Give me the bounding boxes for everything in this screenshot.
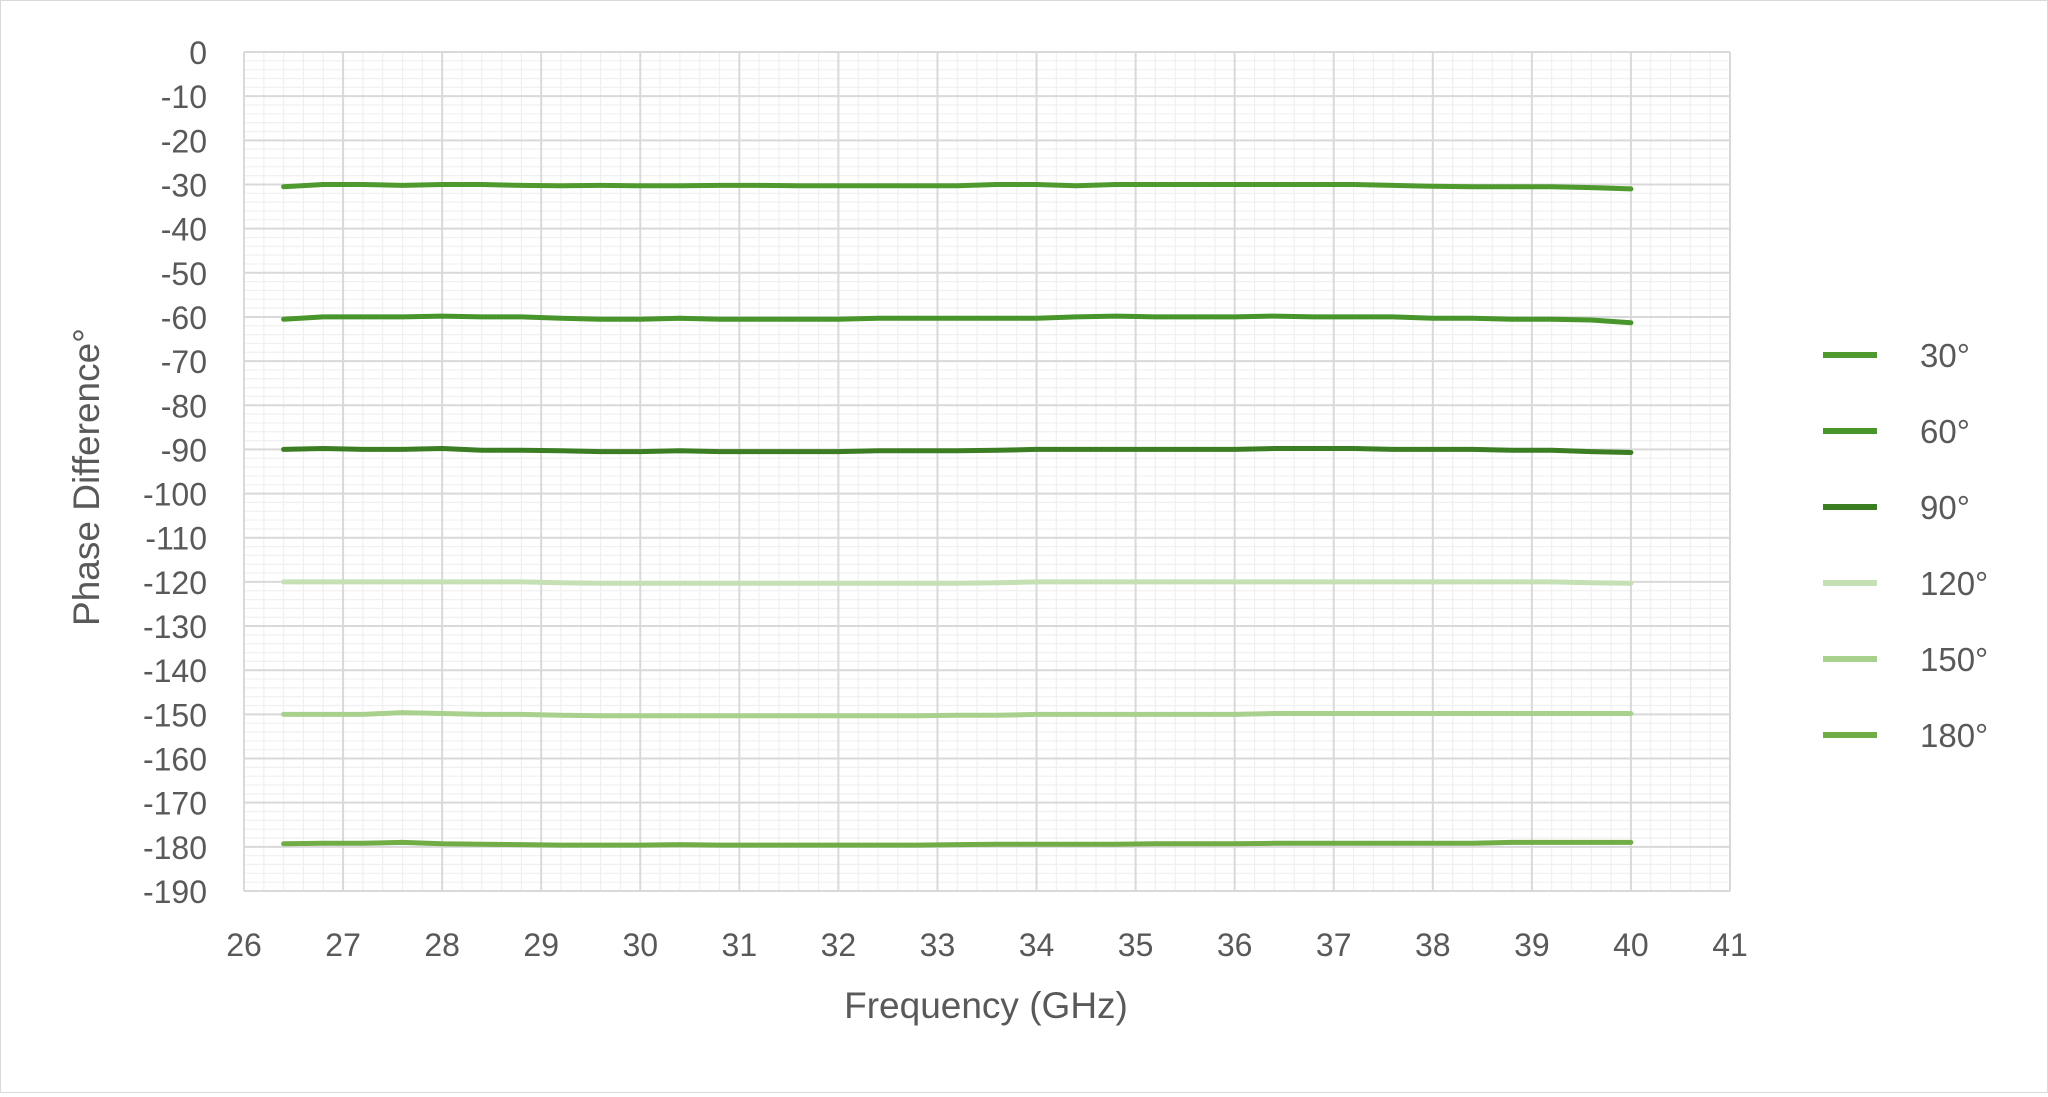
- legend: 30° 60° 90° 120° 150° 180°: [1823, 337, 1988, 754]
- legend-label: 90°: [1920, 489, 1970, 526]
- legend-label: 60°: [1920, 413, 1970, 450]
- legend-label: 30°: [1920, 337, 1970, 374]
- y-tick-label: -170: [143, 786, 207, 822]
- x-tick-label: 36: [1217, 927, 1253, 963]
- series-line-5: [281, 710, 1634, 719]
- x-tick-label: 34: [1019, 927, 1055, 963]
- x-tick-label: 32: [821, 927, 857, 963]
- y-axis-title: Phase Difference°: [66, 328, 107, 626]
- series-line-2: [281, 313, 1634, 326]
- y-tick-label: -150: [143, 697, 207, 733]
- y-tick-label: -30: [161, 167, 207, 203]
- y-tick-label: -140: [143, 653, 207, 689]
- y-tick-label: -40: [161, 212, 207, 248]
- x-axis-tick-labels: 26 27 28 29 30 31 32 33 34 35 36 37 38 39 40 41: [226, 927, 1748, 963]
- y-tick-label: -80: [161, 388, 207, 424]
- legend-label: 180°: [1920, 717, 1988, 754]
- y-tick-label: -100: [143, 477, 207, 513]
- y-tick-label: -160: [143, 742, 207, 778]
- y-tick-label: -190: [143, 874, 207, 910]
- x-tick-label: 31: [722, 927, 758, 963]
- x-tick-label: 27: [325, 927, 361, 963]
- series-lines: [281, 182, 1634, 848]
- y-tick-label: -20: [161, 123, 207, 159]
- y-tick-label: -10: [161, 79, 207, 115]
- series-line-4: [281, 579, 1634, 586]
- y-tick-label: -180: [143, 830, 207, 866]
- x-tick-label: 30: [622, 927, 658, 963]
- x-tick-label: 38: [1415, 927, 1451, 963]
- x-tick-label: 33: [920, 927, 956, 963]
- y-tick-label: -90: [161, 432, 207, 468]
- x-tick-label: 40: [1613, 927, 1649, 963]
- minor-gridlines: [244, 52, 1730, 891]
- x-tick-label: 26: [226, 927, 262, 963]
- x-tick-label: 29: [523, 927, 559, 963]
- series-line-6: [281, 839, 1634, 848]
- series-line-3: [281, 446, 1634, 455]
- legend-label: 150°: [1920, 641, 1988, 678]
- y-tick-label: -50: [161, 256, 207, 292]
- x-tick-label: 28: [424, 927, 460, 963]
- y-tick-label: -110: [145, 521, 207, 557]
- y-tick-label: -130: [143, 609, 207, 645]
- series-line-1: [281, 182, 1634, 192]
- x-tick-label: 39: [1514, 927, 1550, 963]
- y-axis-tick-labels: 0 -10 -20 -30 -40 -50 -60 -70 -80 -90 -100 -110 -120…: [143, 35, 207, 910]
- major-gridlines: [243, 51, 1731, 892]
- x-axis-title: Frequency (GHz): [844, 985, 1128, 1026]
- x-tick-label: 41: [1712, 927, 1748, 963]
- x-tick-label: 37: [1316, 927, 1352, 963]
- y-tick-label: -120: [143, 565, 207, 601]
- y-tick-label: 0: [189, 35, 207, 71]
- legend-label: 120°: [1920, 565, 1988, 602]
- y-tick-label: -60: [161, 300, 207, 336]
- y-tick-label: -70: [161, 344, 207, 380]
- x-tick-label: 35: [1118, 927, 1154, 963]
